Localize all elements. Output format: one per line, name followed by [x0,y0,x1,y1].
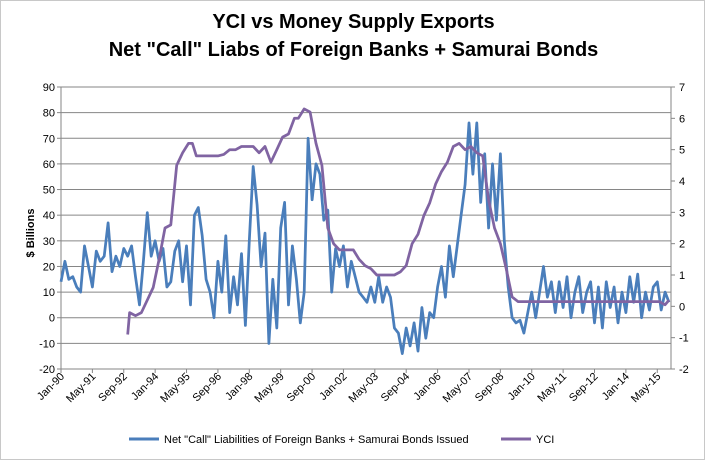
series-line-net-call-liabilities [59,121,671,355]
left-tick-label: 40 [43,210,55,222]
gridlines [60,86,672,370]
series-line-yci [126,107,671,335]
left-tick-label: 80 [43,108,55,120]
right-tick-label: 5 [679,145,685,157]
right-tick-label: 1 [679,270,685,282]
right-tick-label: -1 [679,333,689,345]
legend-label: YCI [536,434,554,446]
x-tick-label: Sep-08 [473,371,507,405]
x-tick-label: Jan-94 [129,371,161,403]
chart-title-line-1: YCI vs Money Supply Exports [212,11,495,33]
left-tick-label: 90 [43,82,55,94]
right-tick-label: -2 [679,364,689,376]
left-tick-label: 20 [43,261,55,273]
x-tick-label: May-99 [252,371,286,405]
chart-title-line-2: Net "Call" Liabs of Foreign Banks + Samu… [108,39,599,61]
plot-border [60,86,672,370]
y-axis-label: $ Billions [25,209,37,258]
x-tick-label: Jan-14 [600,371,632,403]
left-tick-label: 50 [43,185,55,197]
left-tick-label: 70 [43,133,55,145]
right-axis-ticks: -2 -1 0 1 2 3 4 5 6 7 [671,82,689,376]
x-tick-label: May-95 [158,371,192,405]
x-tick-label: Sep-04 [379,371,413,405]
left-tick-label: -10 [39,338,55,350]
left-tick-label: 0 [49,313,55,325]
x-tick-label: Sep-00 [285,371,319,405]
left-tick-label: -20 [39,364,55,376]
x-tick-label: May-03 [347,371,381,405]
legend: Net "Call" Liabilities of Foreign Banks … [129,434,554,446]
x-tick-label: May-07 [441,371,475,405]
x-tick-label: Jan-98 [223,371,255,403]
series-lines [59,107,671,355]
right-tick-label: 2 [679,239,685,251]
left-tick-label: 10 [43,287,55,299]
right-tick-label: 7 [679,82,685,94]
x-tick-label: Jan-06 [411,371,443,403]
left-tick-label: 60 [43,159,55,171]
x-tick-label: Sep-96 [190,371,224,405]
x-tick-label: May-15 [629,371,663,405]
right-tick-label: 0 [679,301,685,313]
x-tick-label: May-11 [535,371,569,405]
legend-label: Net "Call" Liabilities of Foreign Banks … [164,434,469,446]
x-tick-label: Jan-10 [506,371,538,403]
right-tick-label: 4 [679,176,685,188]
x-tick-label: Jan-02 [317,371,349,403]
x-tick-label: Sep-92 [96,371,130,405]
left-axis-ticks: -20 -10 0 10 20 30 40 50 60 70 80 90 [39,82,61,376]
x-tick-label: Sep-12 [567,371,601,405]
right-tick-label: 6 [679,113,685,125]
left-tick-label: 30 [43,236,55,248]
x-tick-label: May-91 [64,371,98,405]
right-tick-label: 3 [679,207,685,219]
